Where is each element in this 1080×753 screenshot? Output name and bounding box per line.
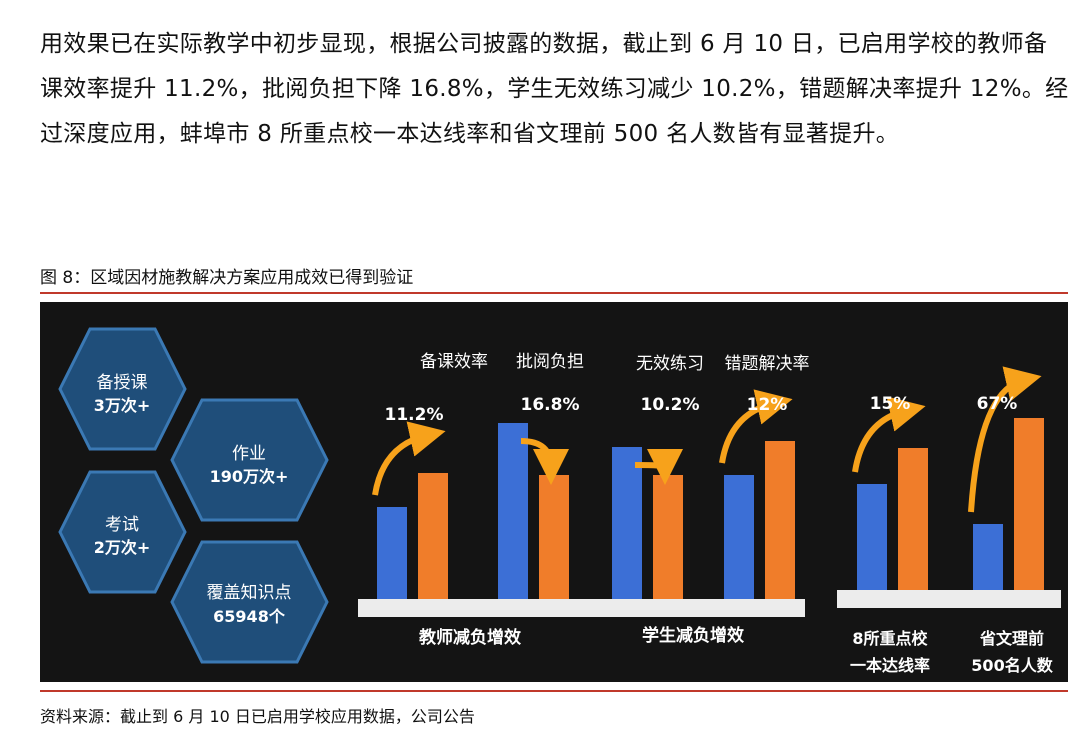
change-label: 16.8%	[521, 395, 580, 415]
hex-value: 65948个	[213, 607, 286, 626]
arrow-down-icon	[634, 448, 683, 485]
category-label: 无效练习	[636, 354, 704, 374]
bar-before	[498, 423, 528, 599]
hex-value: 3万次+	[94, 396, 151, 415]
bar-after	[418, 473, 448, 599]
hex-label: 考试	[105, 515, 139, 535]
bar-before	[973, 524, 1003, 590]
bar-before	[377, 507, 407, 599]
category-label: 批阅负担	[516, 352, 584, 372]
change-label: 15%	[870, 394, 911, 414]
bar-after	[898, 448, 928, 590]
change-label: 67%	[977, 394, 1018, 414]
change-label: 10.2%	[641, 395, 700, 415]
hex-label: 覆盖知识点	[207, 583, 292, 603]
figure-source: 资料来源：截止到 6 月 10 日已启用学校应用数据，公司公告	[40, 707, 475, 726]
achievement-chart: 备授课 3万次+ 作业 190万次+ 考试 2万次+ 覆盖知识点 65948个 …	[58, 327, 1061, 675]
category-label: 备课效率	[420, 352, 488, 372]
bar-before	[612, 447, 642, 599]
figure-bottom-rule	[40, 690, 1068, 692]
group-label-school: 一本达线率	[850, 656, 930, 675]
group-label-top500: 500名人数	[971, 656, 1053, 675]
group-label-school: 8所重点校	[852, 629, 928, 648]
body-paragraph: 用效果已在实际教学中初步显现，根据公司披露的数据，截止到 6 月 10 日，已启…	[40, 31, 1069, 147]
figure-top-rule	[40, 292, 1068, 294]
group-label-teacher: 教师减负增效	[418, 627, 521, 648]
bar-after	[765, 441, 795, 599]
change-label: 11.2%	[385, 405, 444, 425]
hexagon-exam: 考试 2万次+	[58, 470, 187, 594]
hex-label: 备授课	[97, 373, 148, 393]
group-label-top500: 省文理前	[979, 629, 1044, 648]
arrow-down-icon	[520, 438, 569, 485]
hexagon-knowledge-points: 覆盖知识点 65948个	[170, 540, 329, 664]
group-label-student: 学生减负增效	[642, 625, 744, 646]
hexagon-lesson-prep: 备授课 3万次+	[58, 327, 187, 451]
bar-after	[653, 475, 683, 599]
hex-value: 2万次+	[94, 538, 151, 557]
bar-after	[1014, 418, 1044, 590]
hex-label: 作业	[232, 444, 266, 464]
bar-after	[539, 475, 569, 599]
arrow-up-icon	[372, 421, 446, 496]
arrow-up-icon	[968, 366, 1042, 513]
baseline-platform	[358, 599, 805, 617]
arrow-up-icon	[719, 389, 793, 464]
arrow-up-icon	[852, 396, 926, 473]
category-label: 错题解决率	[725, 354, 810, 374]
figure-panel: 备授课 3万次+ 作业 190万次+ 考试 2万次+ 覆盖知识点 65948个 …	[40, 302, 1068, 682]
hexagon-homework: 作业 190万次+	[170, 398, 329, 522]
bar-before	[724, 475, 754, 599]
change-label: 12%	[747, 395, 788, 415]
hex-value: 190万次+	[210, 467, 289, 486]
baseline-platform	[837, 590, 1061, 608]
bar-before	[857, 484, 887, 590]
figure-title: 图 8：区域因材施教解决方案应用成效已得到验证	[40, 268, 414, 288]
